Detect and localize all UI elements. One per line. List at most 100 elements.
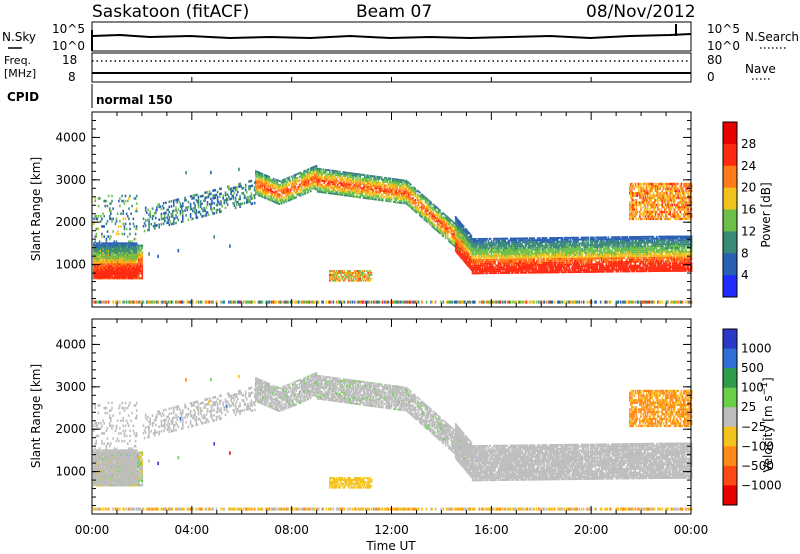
power-cell [98, 256, 101, 259]
power-cell [467, 230, 469, 233]
power-cell [439, 226, 441, 229]
power-cell [265, 193, 267, 196]
power-cell [128, 271, 130, 273]
power-cell [179, 202, 182, 206]
power-cell [232, 194, 235, 197]
power-cell [365, 185, 367, 188]
power-cell [132, 259, 135, 262]
power-cell [249, 180, 251, 183]
power-cell [387, 200, 390, 203]
power-cell [453, 228, 456, 230]
power-cell [395, 188, 397, 190]
power-cell [297, 186, 300, 188]
power-cell [343, 190, 346, 193]
power-cell [93, 253, 95, 256]
power-cell [294, 177, 296, 180]
power-cell [379, 187, 382, 190]
power-cell [469, 233, 472, 236]
power-cell [469, 260, 472, 262]
power-cell [308, 177, 311, 180]
power-cell [388, 200, 391, 203]
power-cell [123, 242, 126, 245]
power-cell [465, 262, 467, 265]
power-cell [310, 184, 312, 187]
power-cell [369, 192, 372, 194]
power-cell [275, 178, 277, 181]
power-cell [283, 182, 285, 185]
power-cell [105, 246, 108, 249]
power-cell [189, 207, 192, 211]
power-cell [171, 212, 174, 215]
power-cell [436, 207, 439, 210]
power-cell [96, 251, 99, 254]
power-cell [107, 300, 110, 304]
power-cell [483, 262, 485, 265]
power-cell [106, 263, 109, 266]
power-cell [132, 261, 135, 264]
power-cell [260, 191, 263, 194]
power-cell [333, 192, 336, 195]
power-cell [447, 231, 449, 234]
power-cell [399, 300, 402, 304]
power-cell [462, 257, 465, 260]
power-cell [452, 236, 455, 239]
power-cell [270, 300, 273, 304]
power-cell [506, 268, 509, 271]
power-cell [272, 183, 275, 186]
power-cell [471, 261, 474, 263]
power-cell [293, 197, 295, 200]
power-cell [144, 206, 147, 210]
power-cell [230, 192, 232, 195]
power-cell [439, 211, 441, 214]
power-cell [134, 265, 137, 268]
power-cell [465, 239, 467, 242]
power-cell [320, 172, 322, 174]
power-cell [314, 180, 317, 183]
power-cell [286, 181, 288, 184]
power-cell [405, 181, 408, 184]
power-cell [121, 232, 123, 236]
power-cell [447, 216, 449, 219]
power-cell [423, 218, 425, 221]
power-cell [379, 195, 382, 198]
power-cell [488, 300, 491, 304]
power-cell [500, 239, 503, 242]
power-cell [463, 300, 466, 304]
power-cell [405, 179, 408, 182]
power-cell [277, 189, 279, 192]
power-cell [126, 274, 129, 277]
power-cell [168, 205, 171, 209]
power-cell [329, 184, 331, 187]
power-cell [115, 265, 118, 268]
power-cell [256, 189, 258, 192]
power-cell [427, 207, 430, 209]
power-cell [343, 188, 346, 191]
power-cell [109, 261, 111, 264]
power-cell [426, 221, 429, 224]
power-cell [367, 300, 369, 304]
power-cell [112, 261, 114, 264]
power-cell [493, 239, 495, 242]
power-cell [445, 228, 448, 231]
power-cell [101, 274, 103, 277]
power-cell [317, 179, 320, 182]
power-cell [377, 198, 379, 201]
power-cell [419, 201, 421, 203]
power-cell [505, 249, 507, 251]
power-cell [271, 186, 274, 189]
power-cell [477, 241, 479, 244]
power-cell [103, 250, 105, 252]
power-cell [168, 218, 171, 221]
power-cell [271, 200, 274, 203]
power-cell [490, 245, 493, 248]
power-cell [387, 179, 390, 182]
power-cell [296, 176, 299, 179]
power-cell [134, 197, 137, 200]
power-cell [314, 165, 317, 168]
power-cell [193, 209, 195, 213]
power-cell [475, 272, 477, 275]
power-cell [211, 202, 213, 205]
power-cell [307, 179, 310, 182]
power-cell [338, 182, 340, 184]
power-cell [298, 187, 301, 190]
